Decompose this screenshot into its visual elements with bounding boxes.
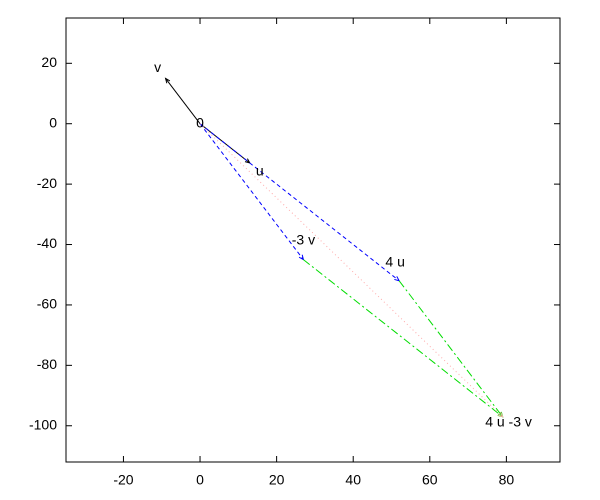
vector-line xyxy=(398,280,503,417)
point-label: u xyxy=(256,163,264,179)
vector-line xyxy=(199,123,400,282)
vector-line xyxy=(199,123,503,418)
y-tick-label: 20 xyxy=(41,54,57,70)
y-tick-label: -40 xyxy=(37,235,57,251)
x-tick-label: 60 xyxy=(422,472,438,488)
y-tick-label: -100 xyxy=(29,416,57,432)
point-label: 4 u xyxy=(385,253,404,269)
point-label: 4 u -3 v xyxy=(485,413,532,429)
arrow-head xyxy=(298,254,305,261)
plot-frame xyxy=(65,17,561,463)
point-label: -3 v xyxy=(292,231,315,247)
arrow-head xyxy=(497,411,504,418)
x-tick-label: -20 xyxy=(113,472,133,488)
x-tick-label: 40 xyxy=(345,472,361,488)
vector-line xyxy=(165,78,201,125)
x-tick-label: 80 xyxy=(499,472,515,488)
vector-line xyxy=(303,259,503,418)
vector-line xyxy=(199,123,304,260)
arrow-head xyxy=(164,77,171,84)
y-tick-label: 0 xyxy=(49,114,57,130)
x-tick-label: 0 xyxy=(196,472,204,488)
x-tick-label: 20 xyxy=(269,472,285,488)
y-tick-label: -80 xyxy=(37,356,57,372)
y-tick-label: -20 xyxy=(37,175,57,191)
point-label: 0 xyxy=(196,114,204,130)
y-tick-label: -60 xyxy=(37,296,57,312)
point-label: v xyxy=(154,59,161,75)
